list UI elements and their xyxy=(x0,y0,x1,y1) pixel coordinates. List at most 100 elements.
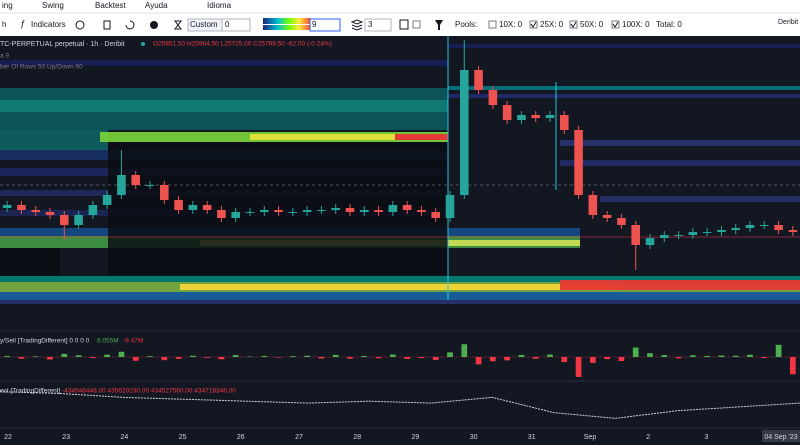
candle-body xyxy=(188,205,198,210)
pool-checkbox[interactable] xyxy=(529,20,538,29)
toolbar: h ƒ Indicators Custom 0 9 3 Pools: 10X: … xyxy=(2,18,798,32)
candle-body xyxy=(17,205,26,210)
heatmap-band xyxy=(180,284,620,290)
pane-title: est [TradingDifferent] xyxy=(0,388,61,395)
delta-bar xyxy=(504,357,510,361)
delta-bar xyxy=(761,357,768,359)
candle-body xyxy=(160,185,169,200)
settings-icon[interactable] xyxy=(75,20,85,30)
x-tick-label: 2 xyxy=(646,434,650,441)
header-bg xyxy=(0,0,800,36)
pane-readout: -9.47M xyxy=(123,338,143,345)
interval[interactable]: h xyxy=(2,20,6,29)
candle-body xyxy=(317,210,326,211)
x-tick-label: 29 xyxy=(412,434,420,441)
menu-item[interactable]: Ayuda xyxy=(145,1,168,10)
delta-bar xyxy=(218,357,225,360)
heatmap xyxy=(0,36,800,429)
layers-icon xyxy=(350,19,364,31)
menu-item[interactable]: ing xyxy=(2,1,13,10)
candle-body xyxy=(417,210,426,212)
menu-item[interactable]: Idioma xyxy=(207,1,232,10)
menu-item[interactable]: Backtest xyxy=(95,1,126,10)
x-tick-label: 26 xyxy=(237,434,245,441)
color-swatch[interactable] xyxy=(399,19,409,30)
filter-icon[interactable] xyxy=(435,20,443,30)
delta-bar xyxy=(575,357,582,377)
delta-bar xyxy=(475,357,482,365)
heatmap-band xyxy=(560,160,800,166)
candle-body xyxy=(745,225,755,228)
x-tick-label: 31 xyxy=(528,434,536,441)
range-box xyxy=(0,248,60,276)
delta-bar xyxy=(61,353,68,357)
delta-bar xyxy=(261,355,268,357)
delta-bar xyxy=(147,356,153,357)
delta-bar xyxy=(190,355,196,357)
delta-bar xyxy=(490,357,496,362)
delta-bar xyxy=(90,357,96,359)
candle-body xyxy=(774,225,783,230)
from-value: 0 xyxy=(225,20,230,29)
check-mark xyxy=(570,21,577,28)
check-mark xyxy=(612,21,619,28)
candle-body xyxy=(517,115,526,120)
to-input[interactable] xyxy=(309,18,341,32)
x-tick-label: 30 xyxy=(470,434,478,441)
x-tick-label: Sep xyxy=(584,434,597,441)
palette-icon[interactable] xyxy=(150,21,158,29)
delta-bar xyxy=(290,356,296,357)
x-tick-label: 23 xyxy=(62,434,70,441)
timer-icon[interactable] xyxy=(174,20,182,30)
pane-readout: -434948448.00 435620230.00 434527560.00 … xyxy=(62,388,236,395)
menu-item[interactable]: Swing xyxy=(42,1,64,10)
pool-toggle: 50X: 0 xyxy=(580,20,604,29)
compare-icon[interactable] xyxy=(103,20,111,30)
refresh-icon[interactable] xyxy=(125,20,135,30)
delta-bar xyxy=(75,355,82,357)
delta-bar xyxy=(661,355,668,357)
checkbox[interactable] xyxy=(412,20,421,29)
candle-body xyxy=(231,212,240,218)
from-input[interactable] xyxy=(221,18,251,32)
check-mark xyxy=(530,21,537,28)
delta-bar xyxy=(632,347,639,357)
cursor-date-bg xyxy=(762,430,800,442)
oi-line xyxy=(0,391,800,419)
heatmap-band xyxy=(600,196,800,202)
candle-body xyxy=(574,130,583,195)
heatmap-band xyxy=(395,134,448,140)
candle-body xyxy=(260,210,269,212)
exchange-name: Deribit xyxy=(778,19,798,26)
candle-body xyxy=(788,230,798,232)
delta-bar xyxy=(375,357,382,359)
delta-bar xyxy=(175,357,182,359)
indicators-button[interactable]: Indicators xyxy=(31,20,66,29)
depth-input[interactable] xyxy=(364,18,392,32)
candle-body xyxy=(617,218,626,225)
delta-bar xyxy=(118,351,125,357)
delta-bar xyxy=(332,354,339,357)
candle-body xyxy=(245,212,255,213)
x-tick-label: 04 Sep '23 xyxy=(764,434,797,441)
pool-checkbox[interactable] xyxy=(488,20,497,29)
heatmap-band xyxy=(0,300,800,304)
candle-body xyxy=(645,238,655,245)
heatmap-band xyxy=(448,94,800,98)
pool-checkbox[interactable] xyxy=(611,20,620,29)
pool-checkbox[interactable] xyxy=(569,20,578,29)
heatmap-gradient[interactable] xyxy=(263,18,311,24)
heatmap-gradient[interactable] xyxy=(263,25,311,30)
delta-bar xyxy=(318,357,325,359)
candle-body xyxy=(531,115,540,118)
delta-bar xyxy=(304,355,310,357)
delta-bar xyxy=(718,355,725,357)
heatmap-band xyxy=(0,100,448,112)
candle-body xyxy=(45,212,55,215)
candle-body xyxy=(74,215,83,225)
x-tick-label: 25 xyxy=(179,434,187,441)
pool-toggle: 25X: 0 xyxy=(540,20,564,29)
candle-body xyxy=(274,210,283,212)
candle-body xyxy=(717,230,726,232)
candle-body xyxy=(145,185,155,186)
